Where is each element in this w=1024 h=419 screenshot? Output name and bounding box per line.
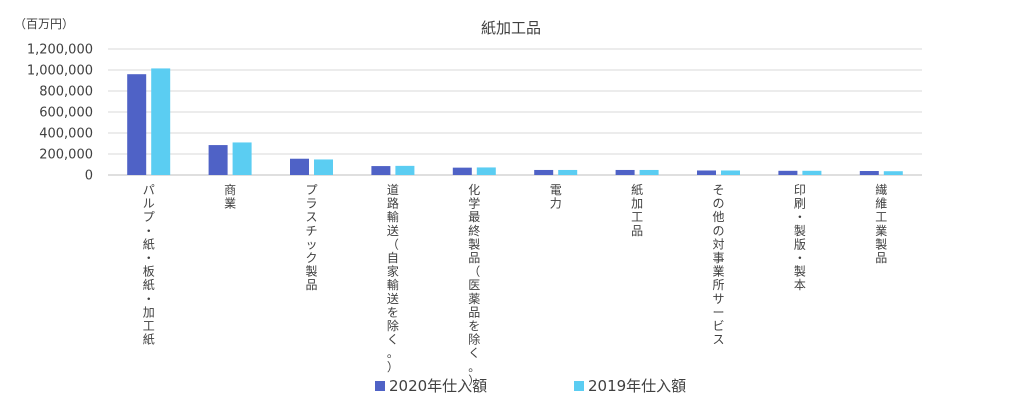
x-category-label: 電力: [550, 183, 562, 211]
bar-series1-1: [208, 145, 228, 175]
bar-series2-9: [883, 171, 903, 175]
x-category-label: 道路輸送（自家輸送を除く。）: [387, 183, 399, 374]
chart-title: 紙加工品: [481, 19, 541, 37]
y-axis-unit-label: （百万円）: [14, 17, 74, 31]
x-category-label: パルプ・紙・板紙・加工紙: [143, 183, 155, 347]
y-tick-label: 200,000: [39, 148, 93, 163]
bar-series1-0: [127, 74, 147, 175]
x-category-label: 繊維工業製品: [875, 183, 887, 265]
x-axis-categories: パルプ・紙・板紙・加工紙 商業 プラスチック製品 道路輸送（自家輸送を除く。） 化学最終…: [143, 182, 888, 387]
x-category-label: 商業: [224, 182, 236, 211]
bar-series1-4: [452, 167, 472, 175]
gridlines: [108, 48, 922, 176]
legend-label: 2019年仕入額: [588, 377, 686, 395]
bar-series2-8: [802, 170, 822, 175]
legend-label: 2020年仕入額: [389, 377, 487, 395]
x-category-label: プラスチック製品: [305, 183, 317, 292]
bar-series2-1: [232, 142, 252, 175]
bar-series1-7: [697, 170, 716, 175]
bar-series1-2: [290, 158, 309, 175]
legend-swatch: [574, 381, 584, 391]
bar-series2-7: [721, 170, 740, 175]
x-category-label: 化学最終製品（医薬品を除く。）: [468, 183, 480, 387]
y-tick-label: 1,200,000: [27, 43, 93, 58]
bar-series2-3: [395, 165, 415, 175]
y-tick-label: 0: [85, 169, 93, 184]
y-axis-ticks: 0 200,000 400,000 600,000 800,000 1,000,000 1,…: [27, 43, 93, 184]
bar-series1-9: [859, 171, 879, 175]
legend-swatch: [375, 381, 385, 391]
bar-series2-4: [476, 167, 496, 175]
bar-series1-8: [778, 170, 798, 175]
bar-series2-0: [151, 68, 171, 175]
x-category-label: その他の対事業所サービス: [712, 183, 724, 347]
x-category-label: 紙加工品: [631, 182, 643, 238]
bar-series1-3: [371, 166, 391, 175]
bar-series2-6: [639, 169, 659, 175]
y-tick-label: 800,000: [39, 85, 93, 100]
bar-series2-2: [314, 159, 333, 175]
bar-series2-5: [558, 169, 578, 175]
y-tick-label: 1,000,000: [27, 64, 93, 79]
bars: [127, 68, 903, 175]
legend: 2020年仕入額 2019年仕入額: [375, 377, 686, 395]
bar-series1-6: [615, 169, 635, 175]
y-tick-label: 400,000: [39, 127, 93, 142]
x-category-label: 印刷・製版・製本: [794, 183, 806, 292]
y-tick-label: 600,000: [39, 106, 93, 121]
bar-series1-5: [534, 169, 554, 175]
